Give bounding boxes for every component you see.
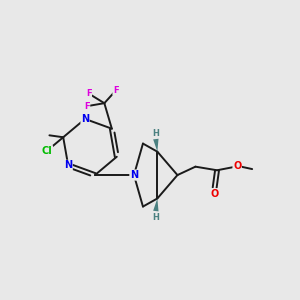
Text: Cl: Cl xyxy=(42,146,52,156)
Text: N: N xyxy=(81,114,89,124)
Text: F: F xyxy=(113,86,118,95)
Text: H: H xyxy=(152,213,159,222)
Text: N: N xyxy=(130,170,138,180)
Text: F: F xyxy=(84,102,90,111)
Text: O: O xyxy=(233,161,241,171)
Polygon shape xyxy=(153,199,158,212)
Text: F: F xyxy=(86,89,92,98)
Text: O: O xyxy=(211,189,219,199)
Text: H: H xyxy=(152,129,159,138)
Text: N: N xyxy=(64,160,72,170)
Polygon shape xyxy=(153,139,158,152)
